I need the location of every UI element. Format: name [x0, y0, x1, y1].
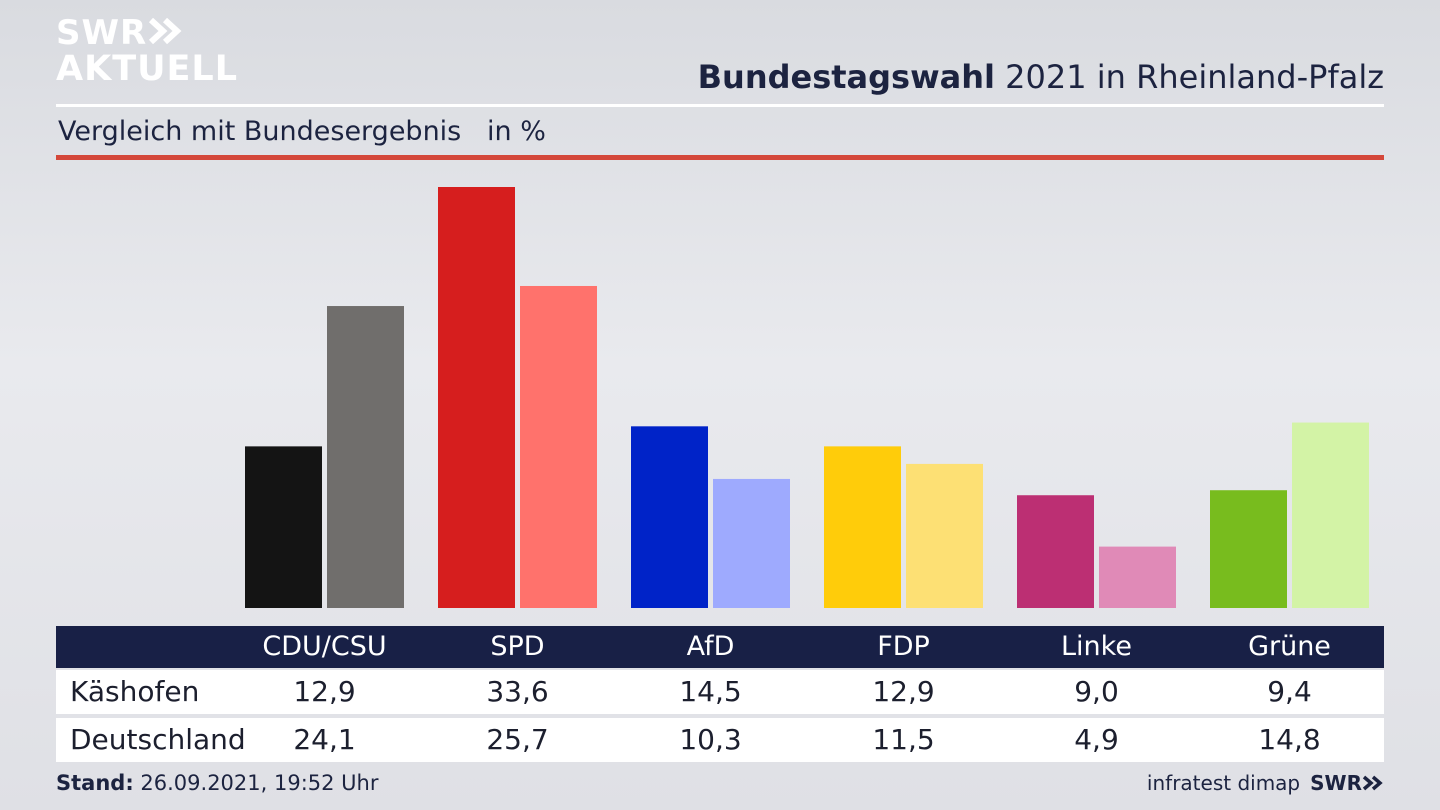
- bar-chart: [245, 187, 1369, 608]
- table-cell: 14,5: [679, 675, 742, 708]
- double-chevron-icon: [149, 16, 185, 50]
- bar-cducsu-kaeshofen: [245, 446, 322, 608]
- column-header: SPD: [490, 631, 545, 662]
- source-credit: infratest dimap SWR: [1147, 771, 1384, 795]
- table-cell: 24,1: [293, 723, 356, 756]
- accent-rule: [56, 155, 1384, 160]
- row-label: Käshofen: [70, 675, 200, 708]
- bar-fdp-deutschland: [906, 463, 983, 608]
- table-cell: 12,9: [872, 675, 935, 708]
- column-header: CDU/CSU: [262, 631, 387, 662]
- bar-linke-kaeshofen: [1017, 495, 1094, 608]
- column-header: Linke: [1061, 631, 1132, 662]
- stand-value: 26.09.2021, 19:52 Uhr: [133, 771, 379, 795]
- bar-fdp-kaeshofen: [824, 446, 901, 608]
- footer-brand-text: SWR: [1310, 771, 1362, 795]
- title-bold: Bundestagswahl: [697, 58, 995, 96]
- bar-afd-deutschland: [713, 478, 790, 608]
- table-cell: 11,5: [872, 723, 935, 756]
- table-cell: 12,9: [293, 675, 356, 708]
- stand-label: Stand:: [56, 771, 134, 795]
- logo-line1: SWR: [56, 13, 148, 53]
- table-cell: 9,4: [1267, 675, 1312, 708]
- page-title: Bundestagswahl 2021 in Rheinland-Pfalz: [698, 58, 1384, 96]
- footer-brand: SWR: [1310, 771, 1384, 795]
- row-label: Deutschland: [70, 723, 246, 756]
- table-header-row: CDU/CSU SPD AfD FDP Linke Grüne: [56, 626, 1384, 668]
- header-divider: [56, 104, 1384, 107]
- timestamp: Stand: 26.09.2021, 19:52 Uhr: [56, 771, 379, 795]
- bar-spd-deutschland: [520, 285, 597, 608]
- table-row: Käshofen 12,9 33,6 14,5 12,9 9,0 9,4: [56, 670, 1384, 714]
- table-cell: 33,6: [486, 675, 549, 708]
- column-header: FDP: [877, 631, 930, 662]
- chart-subtitle: Vergleich mit Bundesergebnis in %: [58, 116, 546, 147]
- table-cell: 14,8: [1258, 723, 1321, 756]
- logo-line2: AKTUELL: [56, 49, 239, 89]
- bar-linke-deutschland: [1099, 546, 1176, 608]
- bar-grne-kaeshofen: [1210, 490, 1287, 608]
- footer-chevron-icon: [1362, 771, 1384, 795]
- bar-afd-kaeshofen: [631, 426, 708, 608]
- table-cell: 25,7: [486, 723, 549, 756]
- bar-grne-deutschland: [1292, 422, 1369, 608]
- bar-spd-kaeshofen: [438, 187, 515, 608]
- table-row: Deutschland 24,1 25,7 10,3 11,5 4,9 14,8: [56, 718, 1384, 762]
- table-cell: 4,9: [1074, 723, 1119, 756]
- swr-aktuell-logo: SWR AKTUELL: [56, 16, 238, 87]
- table-cell: 10,3: [679, 723, 742, 756]
- bar-cducsu-deutschland: [327, 306, 404, 608]
- title-rest: 2021 in Rheinland-Pfalz: [995, 58, 1384, 96]
- column-header: Grüne: [1248, 631, 1331, 662]
- table-cell: 9,0: [1074, 675, 1119, 708]
- column-header: AfD: [686, 631, 735, 662]
- source-text: infratest dimap: [1146, 771, 1301, 795]
